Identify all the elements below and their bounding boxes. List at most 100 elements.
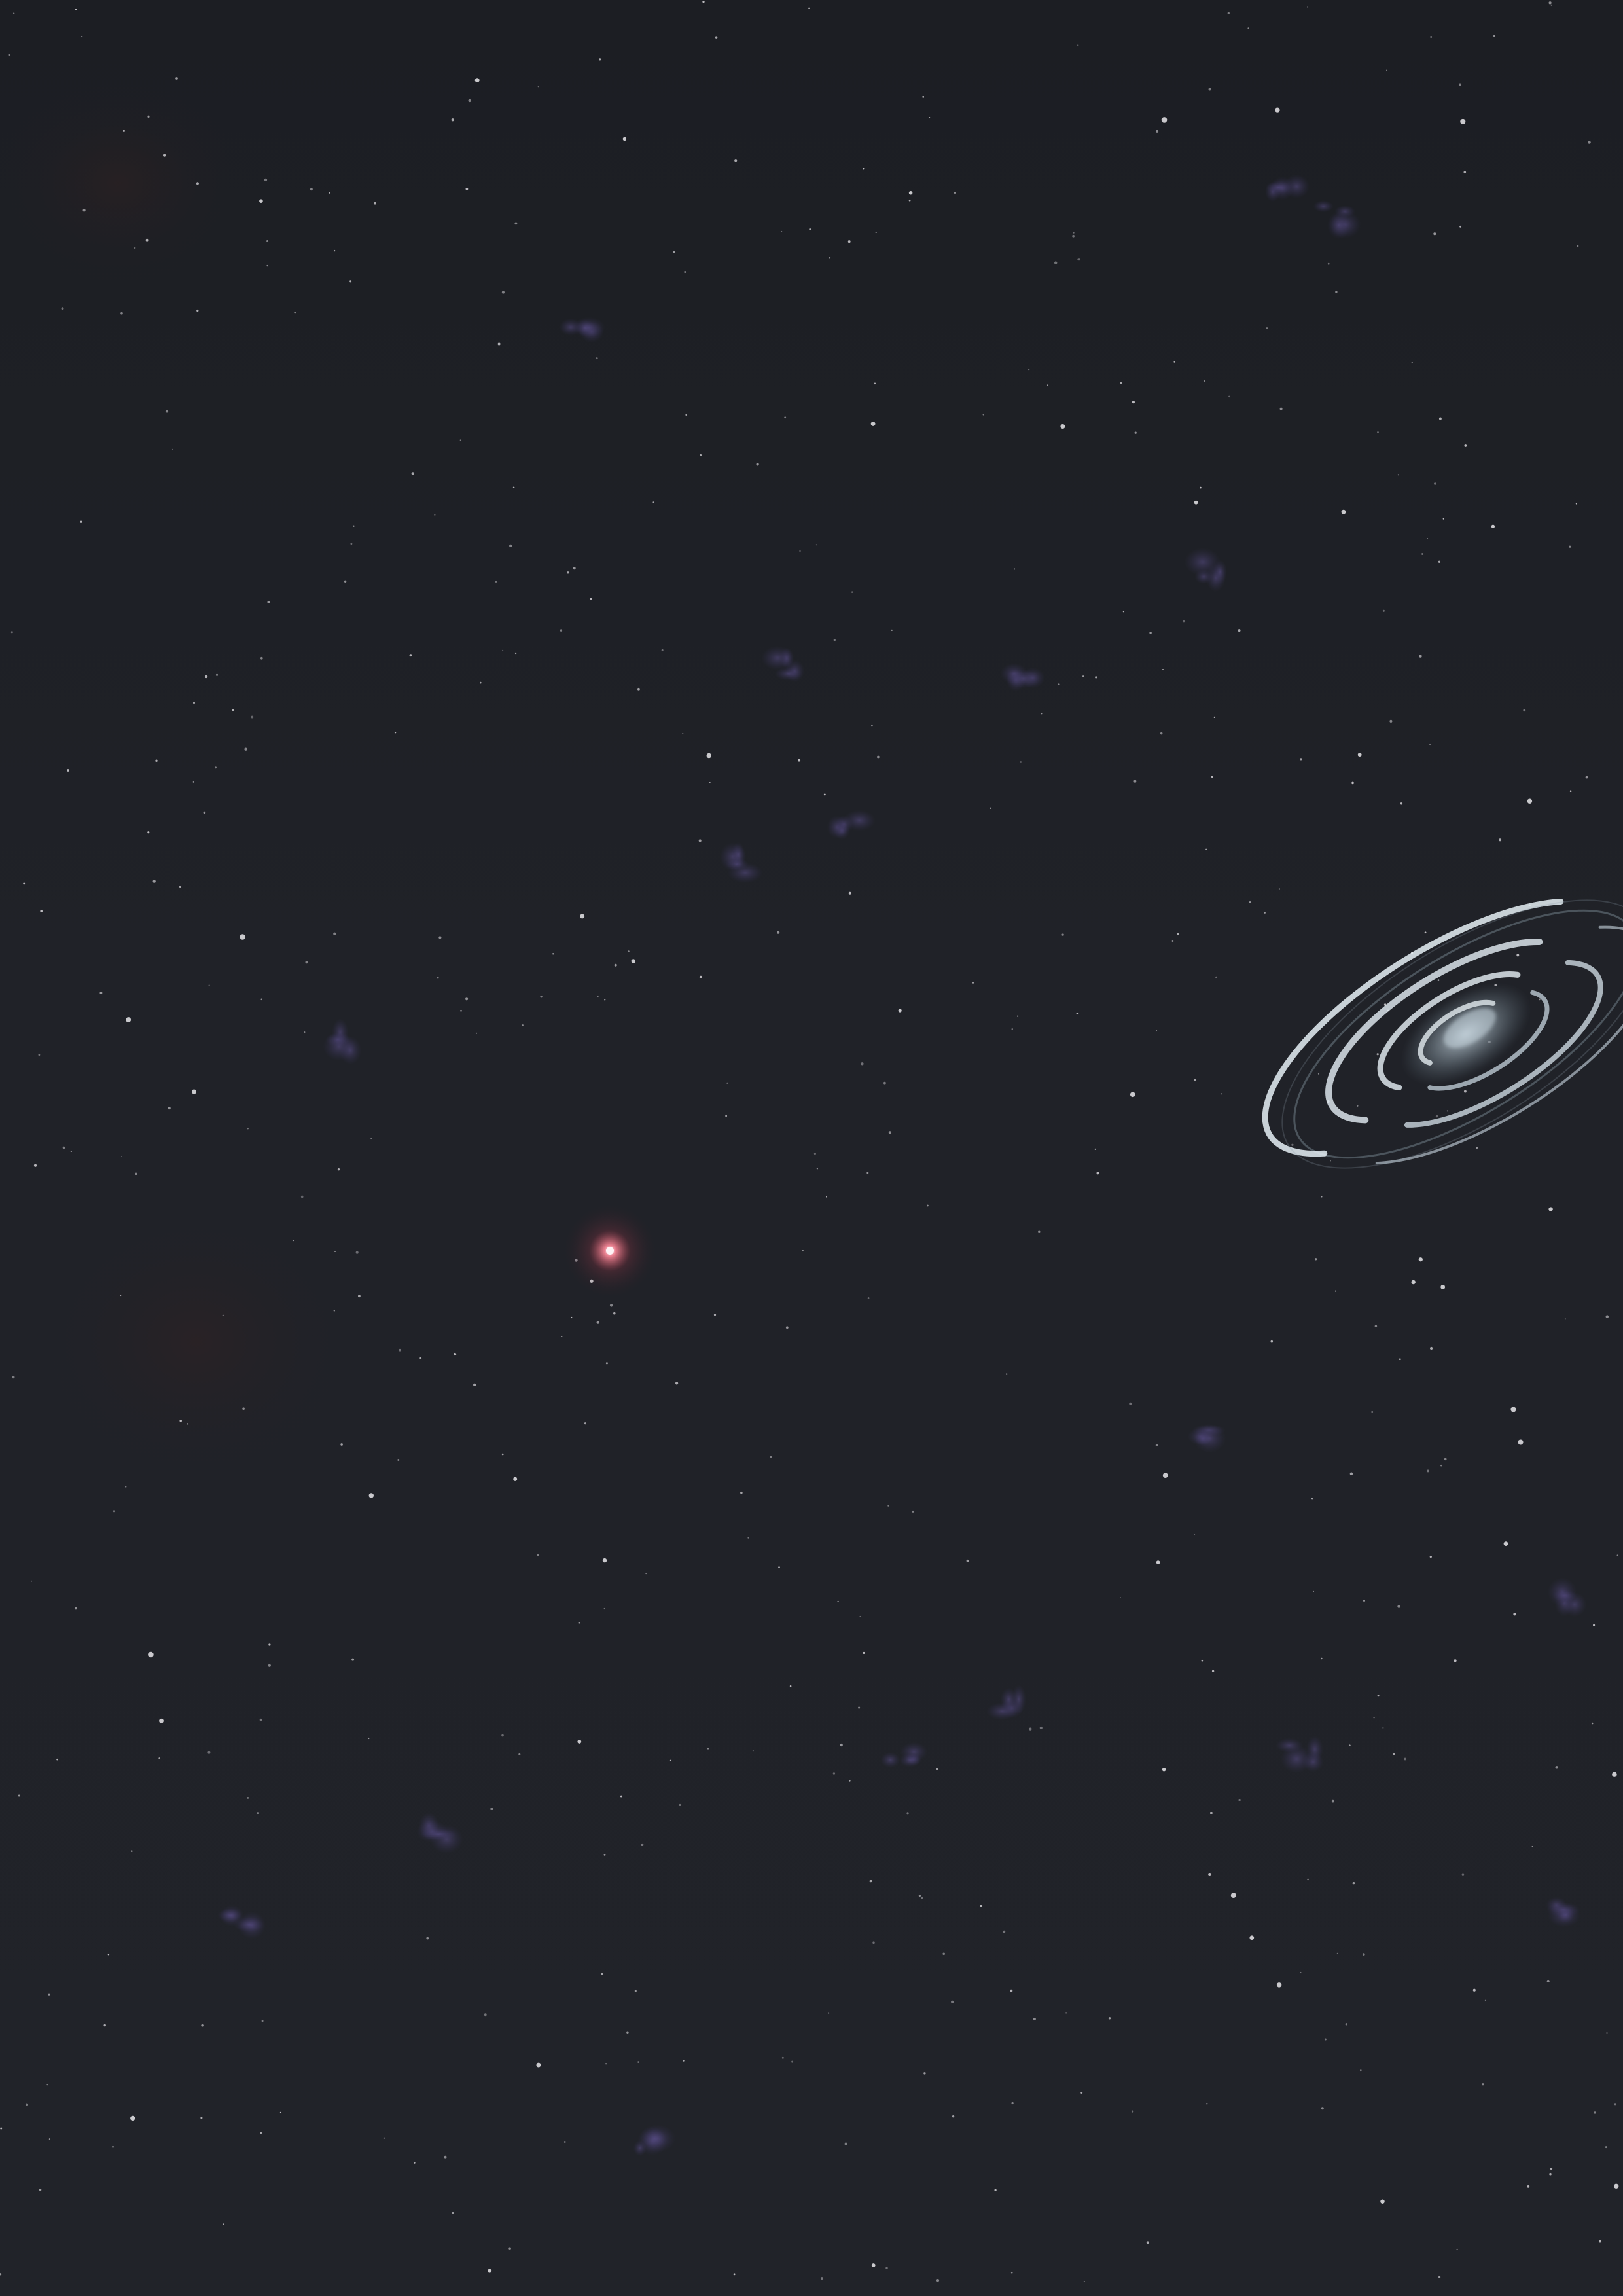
star <box>799 550 801 552</box>
star <box>444 2155 447 2159</box>
star <box>268 1643 271 1646</box>
star <box>56 1758 58 1761</box>
star <box>1122 611 1125 613</box>
star <box>613 1312 616 1315</box>
star <box>46 2084 48 2086</box>
background-haze <box>0 79 366 1486</box>
star <box>99 992 103 994</box>
nebula-cloud <box>1552 1589 1577 1602</box>
star <box>465 187 469 190</box>
star <box>844 2142 847 2145</box>
nebula-cloud <box>633 2140 647 2157</box>
star <box>397 1459 400 1461</box>
star <box>1221 1093 1223 1095</box>
star <box>1038 1230 1041 1233</box>
star <box>1491 524 1495 528</box>
star <box>1041 713 1043 715</box>
star <box>906 1812 909 1815</box>
star <box>260 656 263 660</box>
star <box>1389 719 1393 723</box>
star <box>1459 83 1461 86</box>
star <box>808 7 810 9</box>
star <box>350 543 353 545</box>
star <box>752 1750 754 1752</box>
star <box>652 501 654 503</box>
star <box>1204 380 1205 382</box>
star <box>942 1952 946 1956</box>
star <box>192 781 194 783</box>
star <box>208 984 210 986</box>
star <box>1373 1717 1375 1719</box>
star <box>1276 1982 1282 1988</box>
star <box>927 1204 929 1207</box>
star <box>1548 1207 1553 1211</box>
star <box>631 959 636 963</box>
star <box>374 202 376 205</box>
star <box>1249 1935 1255 1941</box>
nebula-cloud <box>1213 560 1227 584</box>
star <box>1400 802 1403 805</box>
star <box>1359 2069 1362 2072</box>
star <box>1020 761 1022 763</box>
star <box>1028 368 1030 371</box>
star <box>859 1615 861 1617</box>
star <box>1612 1772 1617 1777</box>
star <box>1569 545 1571 548</box>
nebula-cloud <box>1275 1738 1303 1753</box>
star <box>936 1768 938 1770</box>
star <box>1194 1079 1196 1081</box>
star <box>10 631 13 634</box>
star <box>1300 758 1302 761</box>
star <box>259 1718 262 1721</box>
star <box>337 1168 340 1171</box>
star <box>126 1017 132 1023</box>
red-star-icon <box>564 1205 656 1297</box>
star <box>798 759 801 762</box>
star <box>409 654 412 657</box>
star <box>698 839 702 842</box>
star <box>867 1297 870 1299</box>
star <box>522 1024 524 1026</box>
star <box>1345 2023 1347 2026</box>
star <box>130 2115 135 2121</box>
star <box>1386 69 1387 71</box>
star <box>552 953 554 955</box>
star <box>304 1031 306 1033</box>
star <box>1132 401 1135 404</box>
star <box>827 2012 830 2014</box>
star <box>196 182 199 185</box>
star <box>1555 1766 1558 1769</box>
star <box>163 154 166 157</box>
star <box>48 2138 50 2140</box>
star <box>1421 553 1423 555</box>
star <box>1306 6 1309 8</box>
star <box>1010 2271 1013 2274</box>
star <box>567 571 569 574</box>
star <box>869 1880 872 1883</box>
star <box>1427 1469 1429 1473</box>
star <box>785 1326 789 1329</box>
star <box>121 1155 123 1157</box>
star <box>685 414 687 416</box>
star <box>536 2062 541 2068</box>
star <box>1082 675 1084 677</box>
star <box>573 567 576 570</box>
star <box>994 2189 997 2191</box>
star <box>383 2137 385 2139</box>
star <box>1464 444 1467 447</box>
star <box>1442 518 1444 520</box>
star <box>922 96 924 98</box>
star <box>1327 262 1330 265</box>
star <box>1418 1257 1423 1262</box>
star <box>1317 1073 1319 1075</box>
nebula-cloud <box>559 318 582 336</box>
star <box>1476 1147 1478 1149</box>
star <box>413 2162 416 2164</box>
star <box>18 1794 20 1797</box>
star <box>1132 2110 1134 2113</box>
star <box>1321 2107 1324 2110</box>
star <box>599 58 601 61</box>
star <box>1349 1472 1353 1475</box>
star <box>1016 1015 1019 1017</box>
star <box>1129 1402 1132 1405</box>
